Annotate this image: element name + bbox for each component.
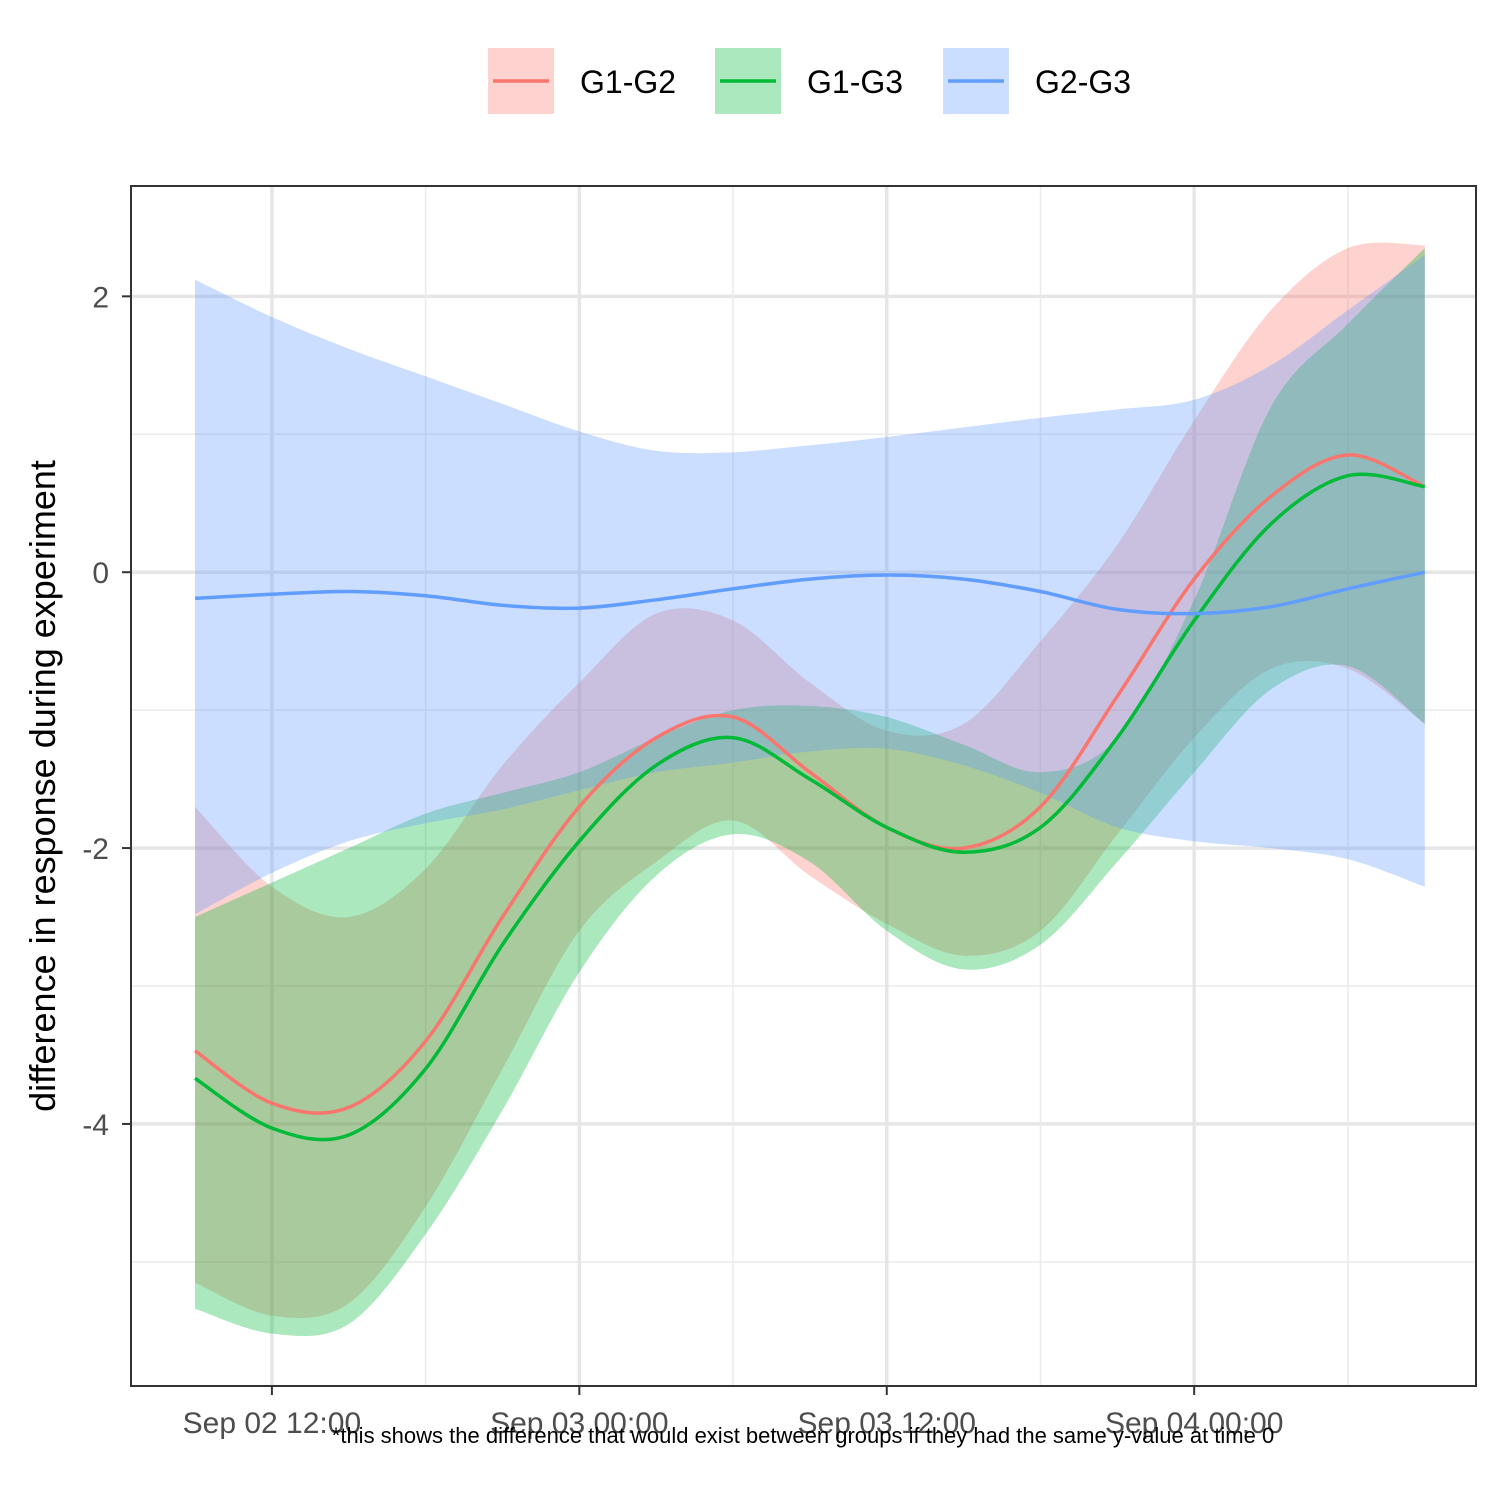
legend-label-g2-g3: G2-G3 [1035,64,1131,100]
legend-label-g1-g2: G1-G2 [580,64,676,100]
y-tick-label: 2 [92,281,109,314]
x-tick-label: Sep 03 00:00 [490,1407,669,1440]
axes: -4 -2 0 2 Sep 02 12:00 Sep 03 00:00 Sep 03 12:… [82,281,1283,1440]
series-line-g2-g3 [194,570,1426,616]
confidence-band-g1-g3 [195,248,1425,1337]
series-lines [194,453,1426,1142]
plot-panel-border [130,185,1477,1387]
y-tick-label: -2 [82,833,109,866]
y-tick-label: 0 [92,557,109,590]
legend-label-g1-g3: G1-G3 [807,64,903,100]
x-tick-label: Sep 03 12:00 [798,1407,977,1440]
confidence-band-g2-g3 [195,255,1425,915]
y-axis-title: difference in response during experiment [22,460,63,1112]
series-line-g1-g3 [194,472,1426,1142]
x-tick-label: Sep 04 00:00 [1105,1407,1284,1440]
y-tick-label: -4 [82,1109,109,1142]
legend: G1-G2 G1-G3 G2-G3 [488,48,1131,114]
gridlines [131,186,1476,1386]
series-line-g1-g2 [194,453,1426,1115]
chart-caption: *this shows the difference that would ex… [332,1423,1274,1448]
x-tick-label: Sep 02 12:00 [183,1407,362,1440]
